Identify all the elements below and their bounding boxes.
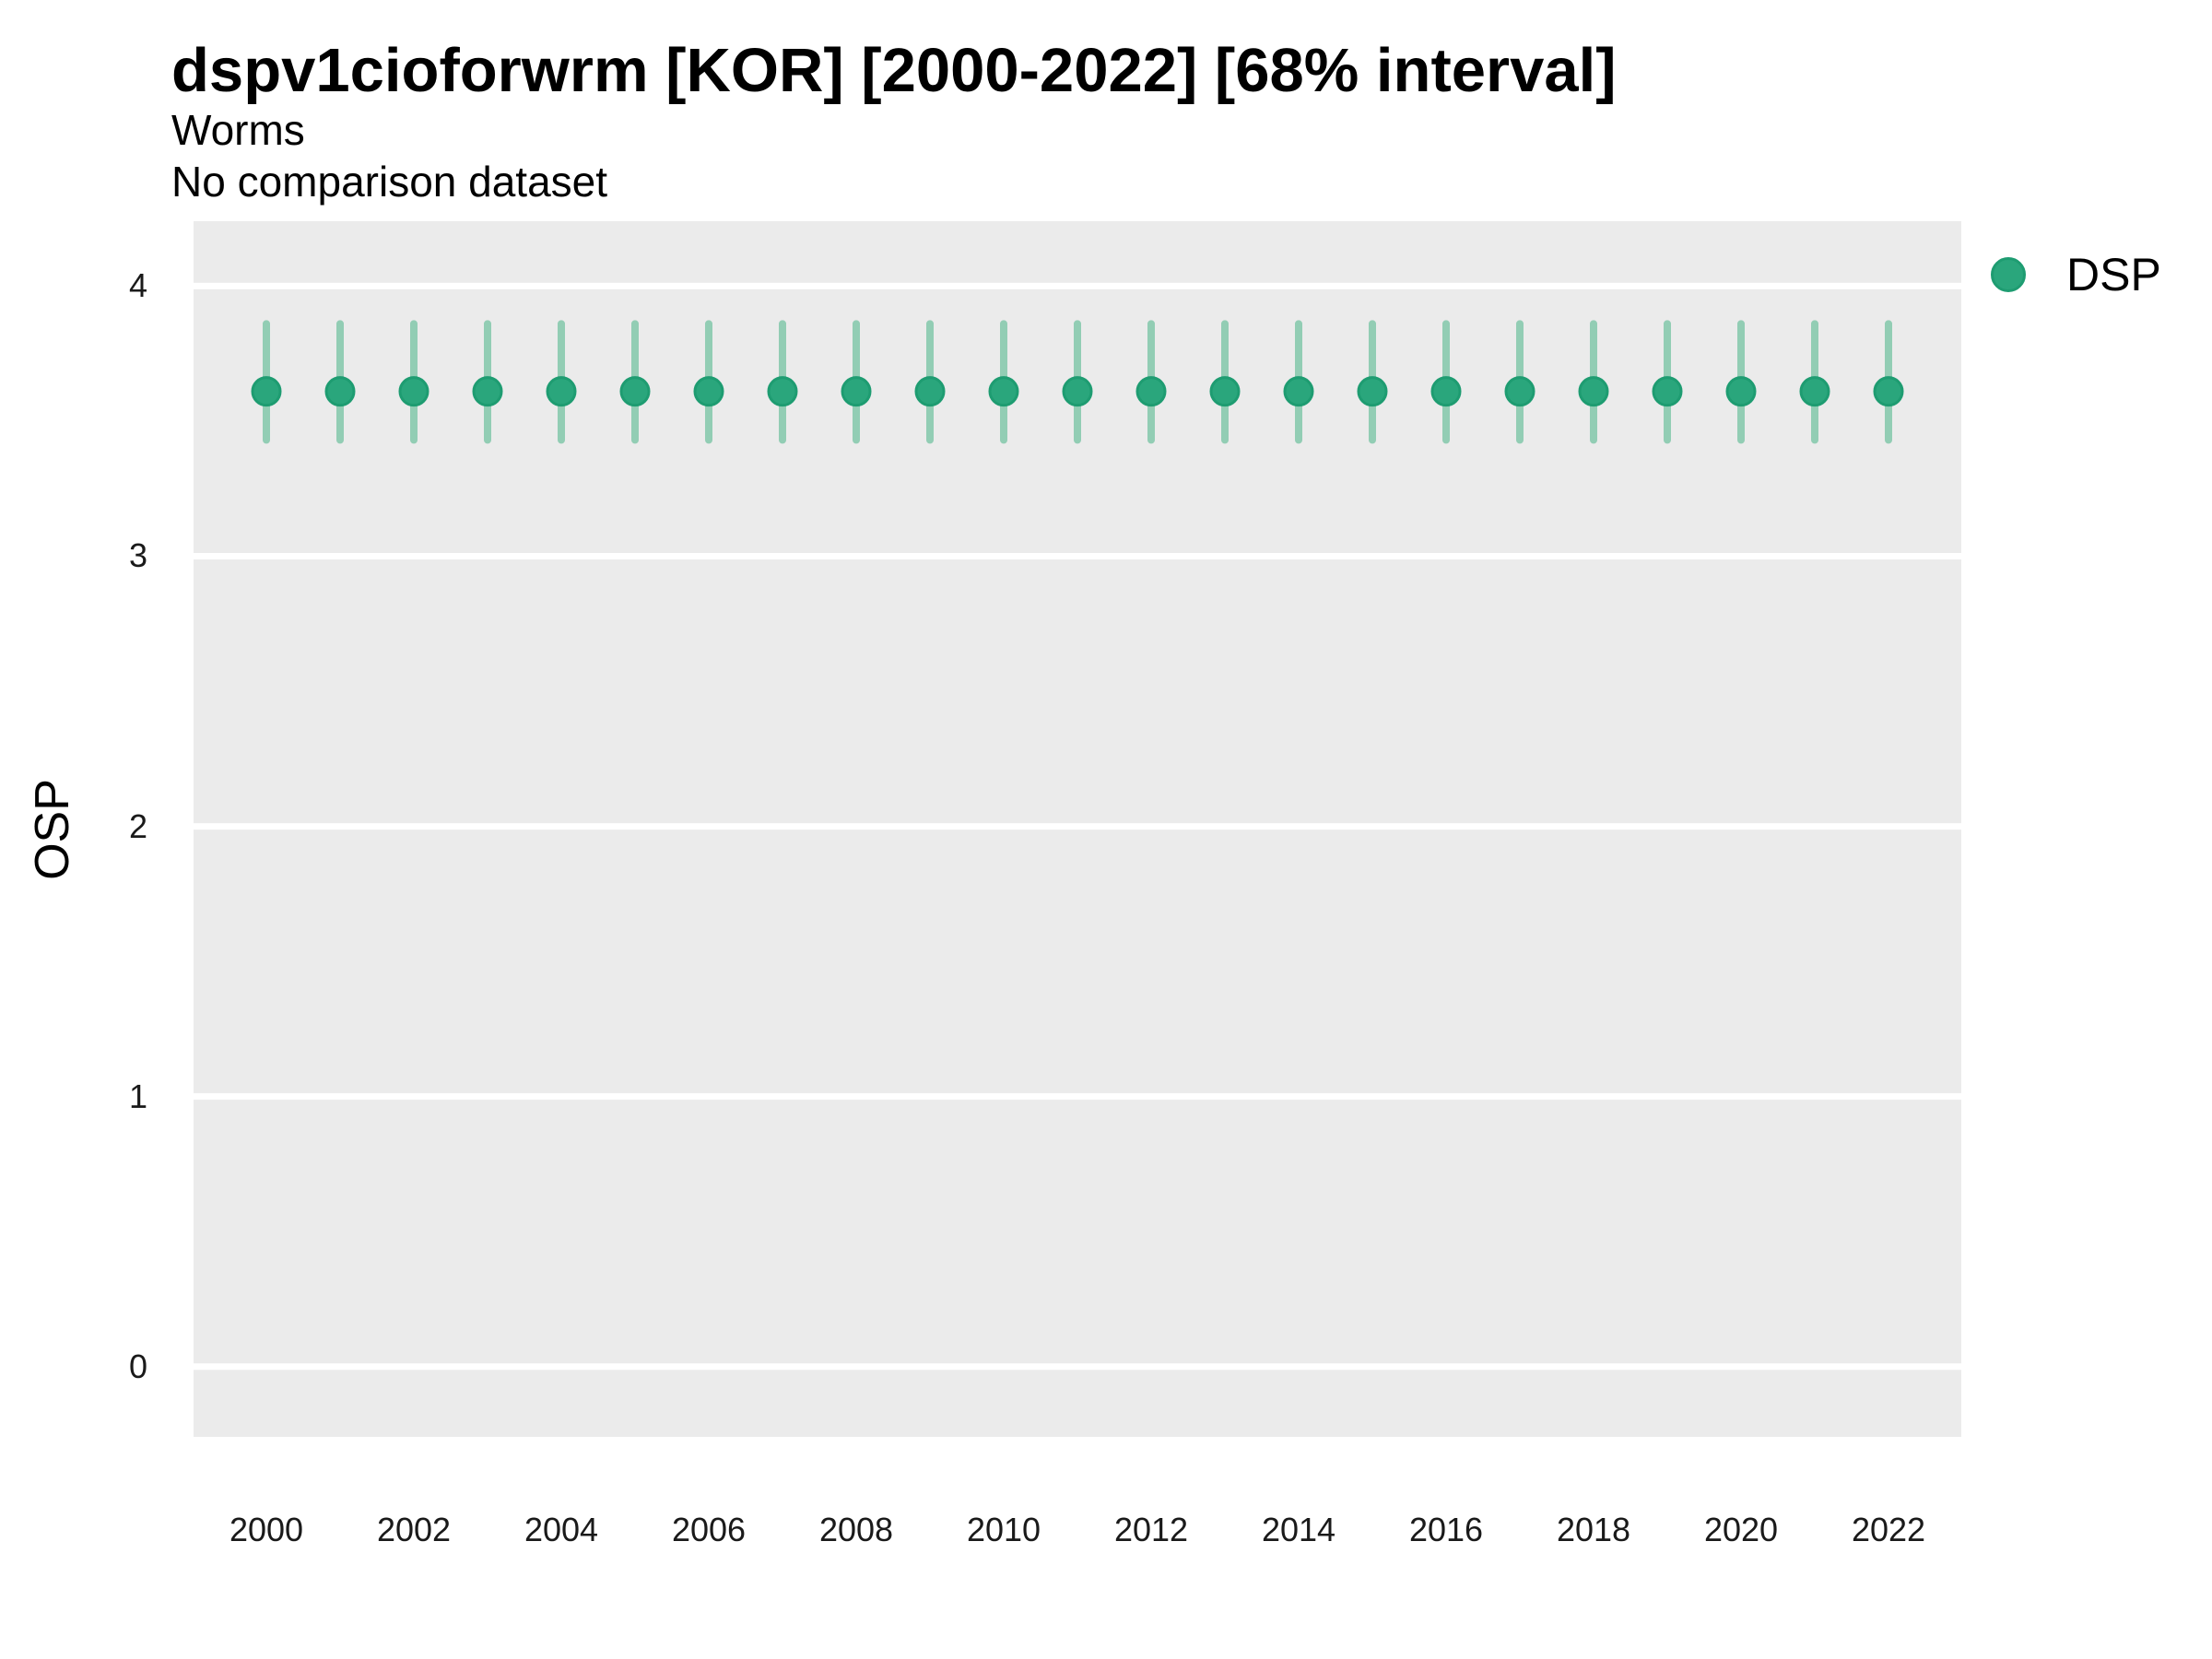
legend-label: DSP: [2066, 249, 2161, 300]
data-point: [251, 376, 282, 407]
data-point: [988, 376, 1019, 407]
x-tick-label-2010: 2010: [966, 1511, 1041, 1548]
x-tick-label-2020: 2020: [1703, 1511, 1779, 1548]
x-tick-label-2016: 2016: [1408, 1511, 1484, 1548]
plot-area: [194, 221, 1961, 1437]
data-point: [1725, 376, 1757, 407]
data-point: [1209, 376, 1241, 407]
x-tick-label-2008: 2008: [818, 1511, 894, 1548]
comparison-note: No comparison dataset: [171, 158, 608, 206]
y-tick-label-4: 4: [128, 266, 147, 305]
data-point: [1062, 376, 1093, 407]
x-tick-label-2012: 2012: [1113, 1511, 1189, 1548]
data-point: [1283, 376, 1314, 407]
data-point: [1135, 376, 1167, 407]
data-point: [398, 376, 429, 407]
data-point: [914, 376, 946, 407]
data-point: [324, 376, 356, 407]
data-point: [1504, 376, 1535, 407]
y-tick-label-1: 1: [128, 1077, 147, 1115]
data-point: [1578, 376, 1609, 407]
data-point: [1430, 376, 1462, 407]
data-point: [1799, 376, 1830, 407]
x-tick-label-2018: 2018: [1556, 1511, 1631, 1548]
y-tick-label-0: 0: [128, 1347, 147, 1385]
data-point: [841, 376, 872, 407]
plot-svg: [194, 221, 1961, 1437]
legend-point-icon: [1991, 257, 2026, 292]
x-tick-label-2022: 2022: [1851, 1511, 1926, 1548]
y-tick-label-2: 2: [128, 806, 147, 845]
data-point: [1652, 376, 1683, 407]
x-tick-label-2006: 2006: [671, 1511, 747, 1548]
data-point: [472, 376, 503, 407]
chart-subtitle: Worms: [171, 106, 305, 154]
data-point: [619, 376, 651, 407]
x-tick-label-2002: 2002: [376, 1511, 452, 1548]
x-tick-label-2014: 2014: [1261, 1511, 1336, 1548]
x-tick-label-2000: 2000: [229, 1511, 304, 1548]
chart-title: dspv1cioforwrm [KOR] [2000-2022] [68% in…: [171, 36, 1617, 105]
x-tick-label-2004: 2004: [524, 1511, 599, 1548]
y-tick-label-3: 3: [128, 536, 147, 575]
data-point: [1873, 376, 1904, 407]
legend: DSP: [1991, 245, 2161, 304]
data-point: [693, 376, 724, 407]
data-point: [546, 376, 577, 407]
data-point: [767, 376, 798, 407]
data-point: [1357, 376, 1388, 407]
